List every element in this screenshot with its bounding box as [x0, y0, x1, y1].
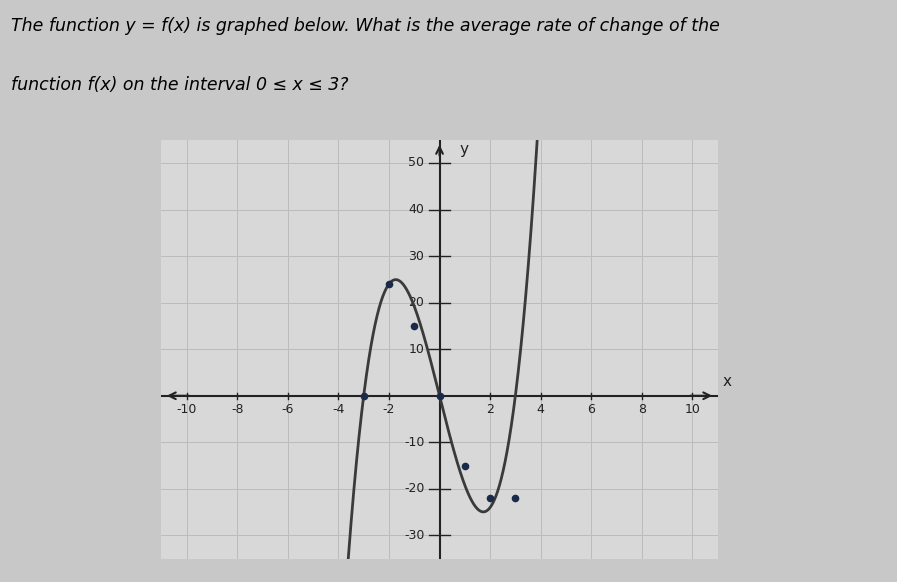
Text: -4: -4: [332, 403, 344, 416]
Text: -8: -8: [231, 403, 244, 416]
Text: The function y = f(x) is graphed below. What is the average rate of change of th: The function y = f(x) is graphed below. …: [11, 17, 719, 36]
Text: -2: -2: [383, 403, 396, 416]
Text: 10: 10: [684, 403, 701, 416]
Text: -6: -6: [282, 403, 294, 416]
Text: x: x: [723, 374, 732, 389]
Text: 2: 2: [486, 403, 494, 416]
Text: 10: 10: [408, 343, 424, 356]
Text: -10: -10: [177, 403, 197, 416]
Text: 40: 40: [408, 203, 424, 216]
Text: function f(x) on the interval 0 ≤ x ≤ 3?: function f(x) on the interval 0 ≤ x ≤ 3?: [11, 76, 348, 94]
Text: -20: -20: [404, 482, 424, 495]
Text: y: y: [460, 142, 469, 157]
Text: 4: 4: [536, 403, 544, 416]
Text: 30: 30: [408, 250, 424, 262]
Text: 50: 50: [408, 157, 424, 169]
Text: -10: -10: [404, 436, 424, 449]
Text: -30: -30: [404, 529, 424, 542]
Text: 6: 6: [588, 403, 595, 416]
Text: 8: 8: [638, 403, 646, 416]
Text: 20: 20: [408, 296, 424, 309]
